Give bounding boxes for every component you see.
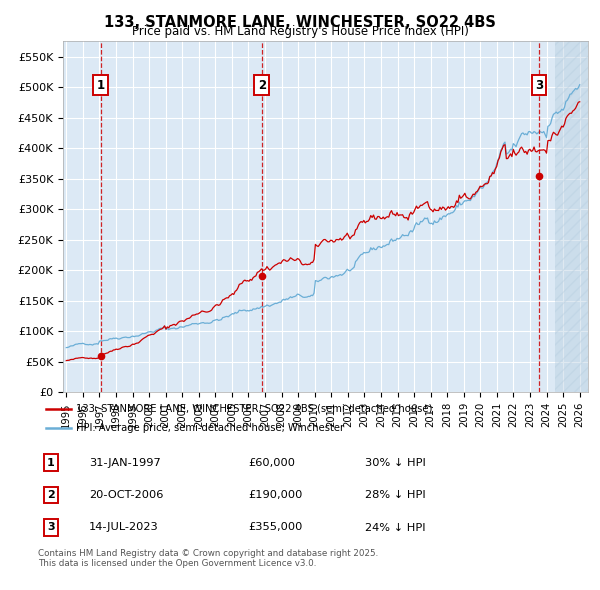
Text: 28% ↓ HPI: 28% ↓ HPI — [365, 490, 426, 500]
Bar — [555, 41, 588, 392]
Text: £355,000: £355,000 — [248, 523, 303, 533]
Bar — [555, 41, 588, 392]
Text: 30% ↓ HPI: 30% ↓ HPI — [365, 457, 426, 467]
Text: 14-JUL-2023: 14-JUL-2023 — [89, 523, 159, 533]
Text: 3: 3 — [535, 78, 543, 91]
Text: 1: 1 — [97, 78, 105, 91]
Text: 31-JAN-1997: 31-JAN-1997 — [89, 457, 161, 467]
Text: This data is licensed under the Open Government Licence v3.0.: This data is licensed under the Open Gov… — [38, 559, 316, 568]
Text: 3: 3 — [47, 523, 55, 533]
Text: 133, STANMORE LANE, WINCHESTER, SO22 4BS: 133, STANMORE LANE, WINCHESTER, SO22 4BS — [104, 15, 496, 30]
Text: Price paid vs. HM Land Registry's House Price Index (HPI): Price paid vs. HM Land Registry's House … — [131, 25, 469, 38]
Text: Contains HM Land Registry data © Crown copyright and database right 2025.: Contains HM Land Registry data © Crown c… — [38, 549, 378, 558]
Text: 2: 2 — [47, 490, 55, 500]
Text: £190,000: £190,000 — [248, 490, 303, 500]
Text: 20-OCT-2006: 20-OCT-2006 — [89, 490, 163, 500]
Text: 133, STANMORE LANE, WINCHESTER, SO22 4BS (semi-detached house): 133, STANMORE LANE, WINCHESTER, SO22 4BS… — [76, 404, 432, 414]
Text: £60,000: £60,000 — [248, 457, 295, 467]
Text: HPI: Average price, semi-detached house, Winchester: HPI: Average price, semi-detached house,… — [76, 423, 344, 433]
Text: 1: 1 — [47, 457, 55, 467]
Text: 2: 2 — [257, 78, 266, 91]
Text: 24% ↓ HPI: 24% ↓ HPI — [365, 523, 426, 533]
